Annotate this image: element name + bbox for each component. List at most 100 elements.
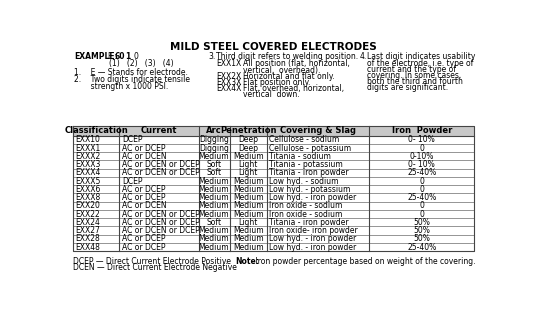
Text: Medium: Medium (199, 201, 229, 210)
Text: Light: Light (238, 160, 258, 169)
Text: of the electrode, i.e. type of: of the electrode, i.e. type of (367, 59, 474, 68)
Text: EXX22: EXX22 (75, 210, 100, 218)
Text: Medium: Medium (233, 152, 263, 161)
Text: Medium: Medium (199, 152, 229, 161)
Text: EXAMPLE:: EXAMPLE: (75, 53, 118, 61)
Text: 0: 0 (419, 210, 424, 218)
Text: 25-40%: 25-40% (407, 243, 436, 252)
Text: E: E (107, 53, 112, 61)
Text: AC or DCEP: AC or DCEP (122, 234, 166, 243)
Text: EXXX2: EXXX2 (75, 152, 100, 161)
Text: Last digit indicates usability: Last digit indicates usability (367, 53, 476, 61)
Text: AC or DCEP: AC or DCEP (122, 193, 166, 202)
Text: 4.: 4. (360, 53, 367, 61)
Text: current and the type of: current and the type of (367, 65, 457, 74)
Text: DCEN — Direct Current Electrode Negative: DCEN — Direct Current Electrode Negative (73, 263, 237, 272)
Text: AC or DCEN or DCEP: AC or DCEN or DCEP (122, 210, 200, 218)
Text: 25-40%: 25-40% (407, 193, 436, 202)
Text: 2.    Two digits indicate tensile: 2. Two digits indicate tensile (75, 75, 191, 84)
Text: DCEP: DCEP (122, 176, 142, 185)
Text: DCEP: DCEP (122, 135, 142, 144)
Text: EXXX5: EXXX5 (75, 176, 100, 185)
Text: EXXX4: EXXX4 (75, 168, 100, 177)
Text: AC or DCEP: AC or DCEP (122, 243, 166, 252)
Text: Medium: Medium (233, 243, 263, 252)
Text: both the third and fourth: both the third and fourth (367, 77, 464, 86)
Text: EXX4X: EXX4X (216, 84, 242, 93)
Text: 0: 0 (419, 143, 424, 153)
Text: AC or DCEP: AC or DCEP (122, 185, 166, 194)
Text: Soft: Soft (207, 218, 222, 227)
Text: EXX24: EXX24 (75, 218, 100, 227)
Text: Digging: Digging (199, 143, 229, 153)
Text: 50%: 50% (413, 234, 430, 243)
Text: Medium: Medium (233, 234, 263, 243)
Text: Cellulose - sodium: Cellulose - sodium (269, 135, 339, 144)
Text: covering. In some cases,: covering. In some cases, (367, 71, 462, 80)
Text: Digging: Digging (199, 135, 229, 144)
Text: Titania - iron powder: Titania - iron powder (269, 218, 349, 227)
Text: Deep: Deep (238, 135, 258, 144)
Text: EXX48: EXX48 (75, 243, 100, 252)
Text: Flat position only.: Flat position only. (244, 78, 311, 87)
Text: Low hyd. - sodium: Low hyd. - sodium (269, 176, 339, 185)
Text: 25-40%: 25-40% (407, 168, 436, 177)
Text: Titania - sodium: Titania - sodium (269, 152, 331, 161)
Text: EXX1X: EXX1X (216, 59, 241, 68)
Text: vertical,  overhead).: vertical, overhead). (244, 66, 321, 74)
Text: Medium: Medium (233, 210, 263, 218)
Text: 50%: 50% (413, 218, 430, 227)
Text: MILD STEEL COVERED ELECTRODES: MILD STEEL COVERED ELECTRODES (170, 42, 377, 53)
Text: EXXX8: EXXX8 (75, 193, 100, 202)
Text: Titania - iron powder: Titania - iron powder (269, 168, 349, 177)
Text: 60: 60 (115, 53, 125, 61)
Text: Medium: Medium (199, 193, 229, 202)
Text: Soft: Soft (207, 160, 222, 169)
Text: Third digit refers to welding position.: Third digit refers to welding position. (216, 53, 358, 61)
Text: Low hyd. - potassium: Low hyd. - potassium (269, 185, 350, 194)
Text: EXXX1: EXXX1 (75, 143, 100, 153)
Text: 1.    E — Stands for electrode.: 1. E — Stands for electrode. (75, 68, 189, 77)
Text: Low hyd. - iron powder: Low hyd. - iron powder (269, 193, 356, 202)
Text: AC or DCEN or DCEP: AC or DCEN or DCEP (122, 226, 200, 235)
Text: EXX28: EXX28 (75, 234, 100, 243)
Text: 1: 1 (125, 53, 131, 61)
Text: Medium: Medium (199, 243, 229, 252)
Text: Soft: Soft (207, 168, 222, 177)
Text: Classification: Classification (64, 126, 128, 135)
Text: EXX10: EXX10 (75, 135, 100, 144)
Text: Penetration: Penetration (220, 126, 277, 135)
Text: Titania - potassium: Titania - potassium (269, 160, 343, 169)
Text: EXX27: EXX27 (75, 226, 100, 235)
Text: strength x 1000 PSI.: strength x 1000 PSI. (75, 82, 169, 91)
Text: EXX20: EXX20 (75, 201, 100, 210)
Text: Medium: Medium (233, 185, 263, 194)
Text: Iron oxide- iron powder: Iron oxide- iron powder (269, 226, 358, 235)
Text: 0: 0 (419, 185, 424, 194)
Text: Low hyd. - iron powder: Low hyd. - iron powder (269, 234, 356, 243)
Text: Medium: Medium (233, 226, 263, 235)
Text: Covering & Slag: Covering & Slag (280, 126, 356, 135)
Text: Medium: Medium (199, 226, 229, 235)
Text: All position (flat, horizontal,: All position (flat, horizontal, (244, 59, 350, 68)
Text: 0- 10%: 0- 10% (409, 160, 435, 169)
Text: Low hyd. - iron powder: Low hyd. - iron powder (269, 243, 356, 252)
Text: EXXX6: EXXX6 (75, 185, 100, 194)
Text: AC or DCEN: AC or DCEN (122, 201, 167, 210)
Text: Medium: Medium (199, 234, 229, 243)
Text: Current: Current (141, 126, 177, 135)
Text: AC or DCEN or DCEP: AC or DCEN or DCEP (122, 218, 200, 227)
Text: Medium: Medium (199, 176, 229, 185)
Text: AC or DCEN: AC or DCEN (122, 152, 167, 161)
Text: 0-10%: 0-10% (410, 152, 434, 161)
Text: AC or DCEN or DCEP: AC or DCEN or DCEP (122, 168, 200, 177)
Text: DCEP — Direct Current Electrode Positive: DCEP — Direct Current Electrode Positive (73, 256, 231, 265)
Text: Flat, overhead, horizontal,: Flat, overhead, horizontal, (244, 84, 344, 93)
Text: Deep: Deep (238, 143, 258, 153)
Text: Cellulose - potassium: Cellulose - potassium (269, 143, 351, 153)
Text: Iron powder percentage based on weight of the covering.: Iron powder percentage based on weight o… (253, 256, 475, 265)
Text: AC or DCEN or DCEP: AC or DCEN or DCEP (122, 160, 200, 169)
Bar (73, 126, 474, 136)
Text: digits are significant.: digits are significant. (367, 83, 449, 92)
Text: 0: 0 (419, 201, 424, 210)
